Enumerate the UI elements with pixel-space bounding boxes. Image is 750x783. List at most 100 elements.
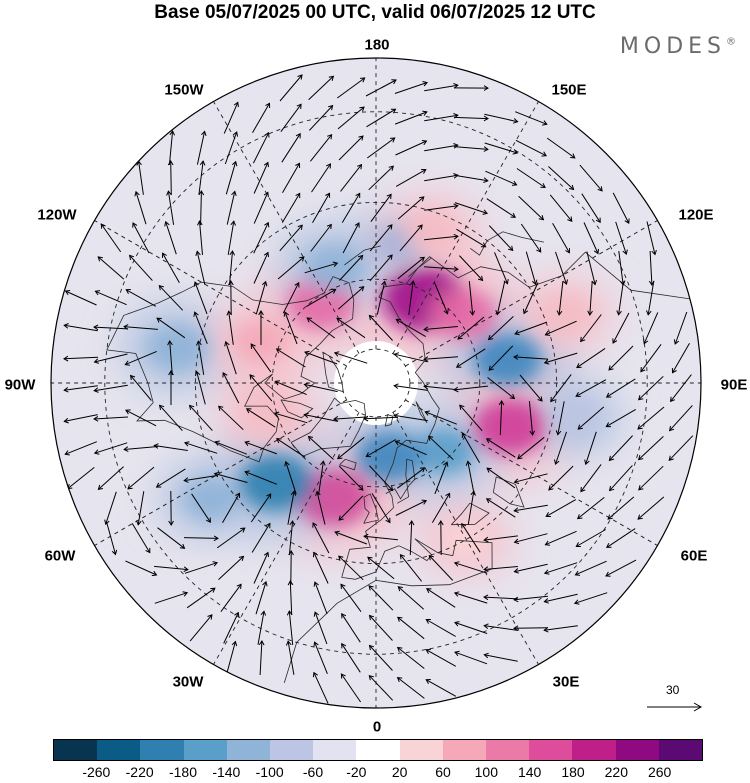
- colorbar-tick-label: -180: [168, 764, 198, 780]
- wind-vector-head: [312, 671, 318, 678]
- wind-vector-head: [513, 507, 519, 513]
- wind-vector: [670, 374, 692, 402]
- wind-vector-head: [543, 598, 549, 604]
- wind-vector-head: [637, 514, 643, 520]
- wind-vector-head: [182, 591, 189, 597]
- wind-vector-head: [286, 610, 293, 616]
- wind-vector: [253, 252, 269, 284]
- wind-vector: [257, 611, 265, 645]
- anomaly-core: [183, 477, 239, 520]
- wind-vector: [555, 251, 567, 285]
- wind-vector-head: [394, 440, 401, 446]
- wind-vector: [425, 679, 457, 697]
- wind-vector-head: [508, 245, 514, 252]
- wind-vector: [228, 311, 234, 345]
- wind-vector: [552, 222, 570, 254]
- wind-vector: [486, 498, 516, 518]
- reference-vector-label: 30: [666, 683, 680, 697]
- wind-vector-head: [167, 340, 173, 346]
- wind-vector: [459, 404, 483, 432]
- wind-vector: [424, 205, 458, 211]
- wind-vector: [454, 592, 488, 604]
- wind-vector-head: [358, 135, 364, 141]
- wind-vector-head: [97, 256, 103, 262]
- wind-vector: [183, 537, 219, 539]
- wind-vector-head: [368, 314, 375, 321]
- wind-vector: [607, 496, 635, 520]
- wind-vector-head: [453, 621, 460, 627]
- wind-vector-head: [265, 102, 271, 109]
- wind-vector: [129, 255, 153, 281]
- wind-vector-head: [421, 499, 428, 505]
- wind-vector-head: [198, 190, 205, 196]
- wind-vector: [277, 256, 305, 280]
- wind-vector-head: [197, 220, 203, 226]
- wind-vector-head: [425, 588, 432, 594]
- wind-vector-head: [325, 192, 331, 198]
- wind-vector: [274, 412, 308, 424]
- wind-vector-head: [465, 460, 472, 466]
- wind-vector-head: [513, 478, 520, 484]
- wind-vector: [311, 163, 331, 193]
- wind-vector: [63, 356, 99, 360]
- wind-vector-head: [391, 79, 397, 85]
- wind-vector: [339, 255, 363, 281]
- wind-vector-head: [134, 190, 140, 197]
- wind-vector: [606, 408, 636, 428]
- wind-vector: [259, 640, 263, 676]
- wind-vector-head: [605, 392, 612, 398]
- wind-vector: [514, 563, 548, 573]
- wind-vector: [424, 174, 458, 182]
- wind-vector-head: [461, 432, 467, 439]
- wind-vector: [424, 235, 458, 241]
- map-title: Base 05/07/2025 00 UTC, valid 06/07/2025…: [154, 2, 596, 23]
- wind-vector-head: [605, 542, 612, 548]
- coastlines: [106, 231, 690, 684]
- wind-vector: [216, 527, 246, 549]
- wind-vector: [425, 649, 457, 667]
- colorbar-swatch: [615, 740, 659, 760]
- wind-vector: [246, 408, 276, 428]
- wind-vector-head: [423, 356, 429, 362]
- wind-vector-head: [128, 254, 135, 261]
- wind-vector: [433, 282, 449, 314]
- wind-vector-head: [263, 251, 269, 258]
- wind-vector: [486, 198, 516, 218]
- colorbar-swatch: [529, 740, 573, 760]
- wind-vector: [454, 202, 488, 214]
- colorbar-tick-label: -140: [212, 764, 241, 780]
- wind-vector-head: [193, 281, 199, 287]
- wind-vector: [424, 114, 458, 122]
- wind-vector-head: [514, 329, 520, 336]
- wind-vector-head: [231, 160, 238, 167]
- wind-vector: [496, 281, 506, 315]
- wind-vector-head: [275, 348, 282, 354]
- wind-vector: [483, 596, 519, 600]
- wind-vector-head: [358, 485, 364, 491]
- wind-vector-head: [408, 520, 415, 526]
- wind-vector: [638, 436, 664, 460]
- wind-vector-head: [419, 467, 426, 473]
- wind-vector: [397, 677, 425, 699]
- wind-vector-head: [608, 455, 615, 462]
- wind-vector: [338, 135, 364, 161]
- coastline: [492, 476, 525, 508]
- wind-vector: [544, 352, 578, 364]
- wind-vector: [486, 438, 516, 458]
- wind-vector: [65, 290, 97, 306]
- wind-vector-head: [196, 340, 202, 346]
- wind-vector: [363, 416, 399, 420]
- wind-vector-head: [576, 514, 583, 520]
- wind-vector-head: [93, 449, 100, 455]
- wind-vector-head: [537, 396, 543, 402]
- wind-vector-head: [443, 461, 449, 467]
- wind-vector: [638, 375, 664, 401]
- wind-vector-head: [132, 222, 138, 228]
- wind-vector: [337, 436, 365, 460]
- wind-vector: [194, 281, 208, 315]
- coastline: [283, 538, 493, 684]
- wind-vector-head: [419, 256, 425, 262]
- wind-vector: [583, 222, 599, 254]
- colorbar-swatch: [658, 740, 703, 760]
- wind-vector: [486, 467, 516, 489]
